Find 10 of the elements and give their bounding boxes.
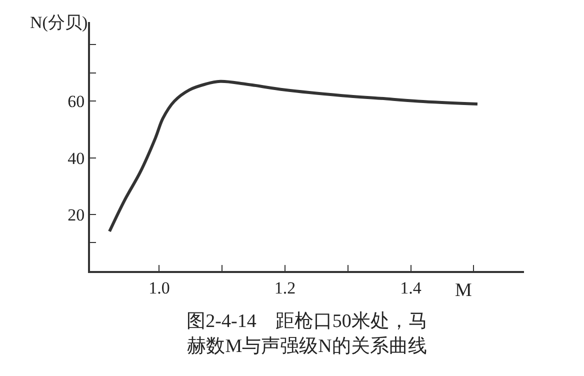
y-axis-title: N(分贝) bbox=[30, 13, 88, 32]
x-tick-label: 1.2 bbox=[274, 278, 296, 298]
y-tick-label: 60 bbox=[68, 92, 85, 112]
x-tick-label: 1.0 bbox=[148, 278, 170, 298]
y-tick-label: 40 bbox=[68, 148, 85, 168]
y-tick-label: 20 bbox=[68, 205, 85, 224]
x-axis-title: M bbox=[455, 280, 472, 301]
line-series bbox=[108, 80, 479, 233]
text: 图2-4-14 距枪口50米处，马赫数M与声强级N的关系曲线 bbox=[186, 311, 428, 357]
x-tick-label: 1.4 bbox=[400, 278, 422, 298]
